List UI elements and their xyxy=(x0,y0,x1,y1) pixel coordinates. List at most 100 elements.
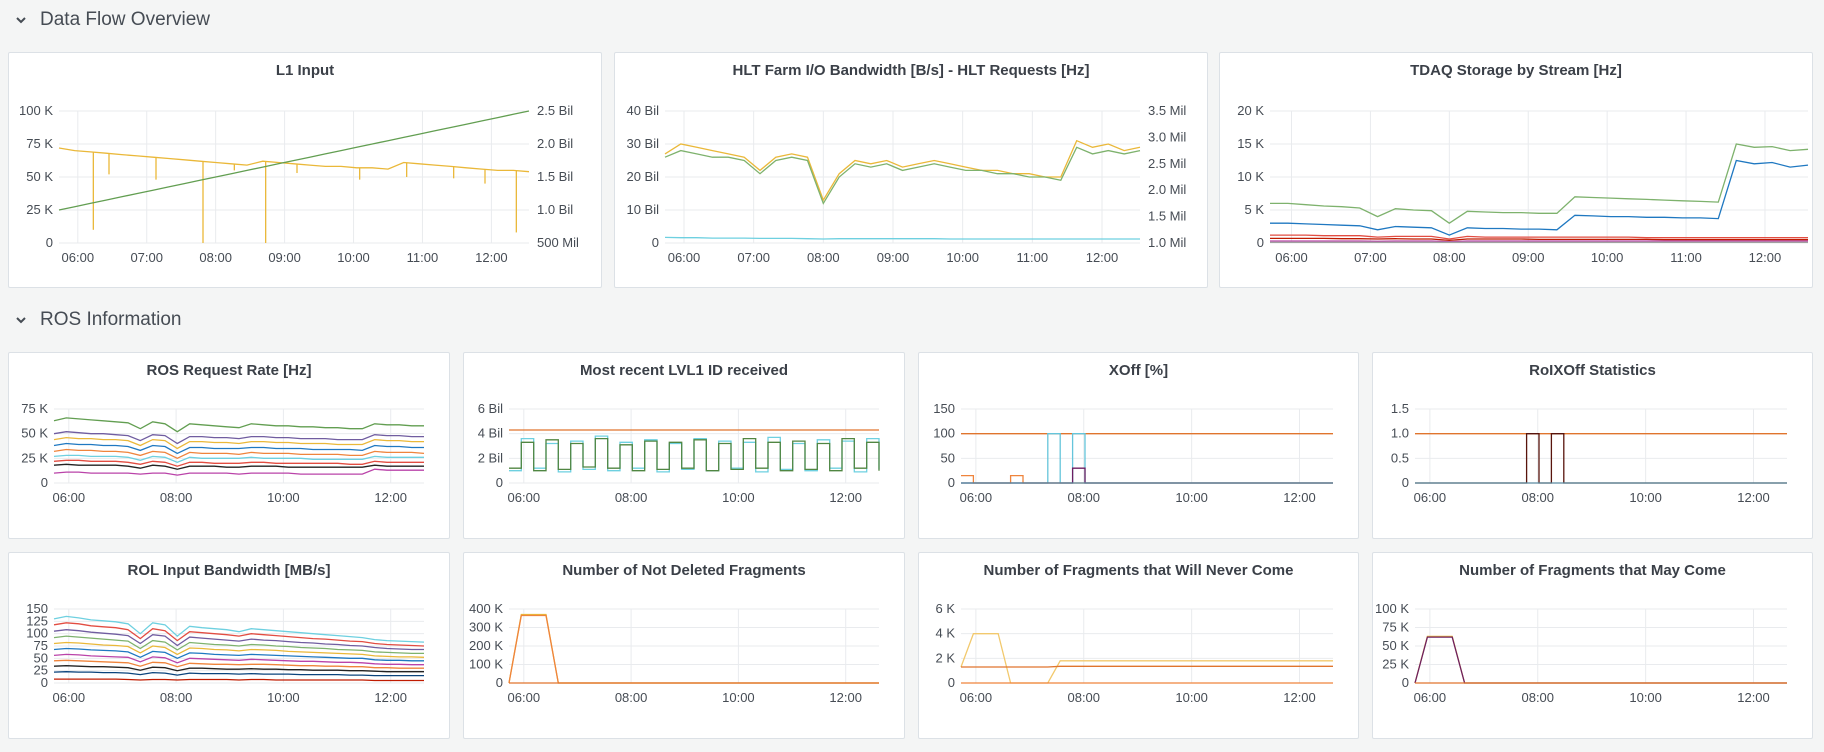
y-tick-label: 0 xyxy=(41,675,48,690)
series-line xyxy=(664,236,1140,240)
series-line xyxy=(53,442,424,455)
x-tick-label: 06:00 xyxy=(668,250,701,265)
y-tick-label: 15 K xyxy=(1237,136,1264,151)
x-tick-label: 10:00 xyxy=(1591,250,1624,265)
x-tick-label: 11:00 xyxy=(1670,250,1702,265)
panel-title[interactable]: ROS Request Rate [Hz] xyxy=(146,362,312,379)
y-tick-label: 0 xyxy=(948,475,955,490)
panel-title[interactable]: RoIXOff Statistics xyxy=(1529,362,1656,379)
y-tick-label: 2 Bil xyxy=(478,450,503,465)
y-tick-label: 0.5 xyxy=(1391,450,1409,465)
y-tick-label: 6 Bil xyxy=(478,401,503,416)
x-tick-label: 12:00 xyxy=(1737,690,1770,705)
y-tick-label: 50 K xyxy=(21,426,48,441)
series-line xyxy=(53,659,424,669)
panel-rol-input-bandwidth[interactable]: ROL Input Bandwidth [MB/s] 0 25 50 75 100 125… xyxy=(8,552,450,739)
y-tick-label: 0 xyxy=(1402,675,1409,690)
y-tick-label: 50 xyxy=(941,450,955,465)
x-tick-label: 10:00 xyxy=(1175,490,1208,505)
y-tick-label: 0 xyxy=(948,675,955,690)
x-tick-label: 12:00 xyxy=(374,690,407,705)
x-tick-label: 10:00 xyxy=(1629,690,1662,705)
row-header-data-flow[interactable]: Data Flow Overview xyxy=(14,6,210,34)
panel-title[interactable]: Number of Fragments that Will Never Come xyxy=(983,562,1294,579)
x-tick-label: 08:00 xyxy=(1521,490,1554,505)
y-tick-label: 25 K xyxy=(26,202,53,217)
x-tick-label: 08:00 xyxy=(1521,690,1554,705)
y2-tick-label: 2.0 Bil xyxy=(537,136,573,151)
series-line xyxy=(508,614,879,684)
series-line xyxy=(53,454,424,464)
panel-not-deleted-fragments[interactable]: Number of Not Deleted Fragments 0 100 K 20… xyxy=(463,552,905,739)
y-tick-label: 4 Bil xyxy=(478,426,503,441)
panel-ros-request-rate[interactable]: ROS Request Rate [Hz] 0 25 K 50 K 75 K 06:00… xyxy=(8,352,450,539)
series-line xyxy=(54,678,424,682)
y-tick-label: 40 Bil xyxy=(626,103,659,118)
x-tick-label: 12:00 xyxy=(1283,490,1316,505)
x-tick-label: 06:00 xyxy=(508,690,541,705)
y-tick-label: 100 K xyxy=(469,657,503,672)
panel-hlt-farm-io[interactable]: HLT Farm I/O Bandwidth [B/s] - HLT Reque… xyxy=(614,52,1208,288)
x-tick-label: 08:00 xyxy=(160,490,193,505)
panel-title[interactable]: Number of Not Deleted Fragments xyxy=(562,562,806,579)
x-tick-label: 08:00 xyxy=(1067,690,1100,705)
chevron-down-icon[interactable] xyxy=(14,13,28,27)
y-tick-label: 0 xyxy=(496,475,503,490)
y-tick-label: 150 xyxy=(26,601,48,616)
series-line xyxy=(53,653,424,666)
series-line xyxy=(53,671,424,677)
panel-title[interactable]: XOff [%] xyxy=(1108,362,1169,379)
x-tick-label: 12:00 xyxy=(475,250,508,265)
x-tick-label: 10:00 xyxy=(722,490,755,505)
x-tick-label: 08:00 xyxy=(615,490,648,505)
x-tick-label: 11:00 xyxy=(1017,250,1049,265)
x-tick-label: 12:00 xyxy=(1086,250,1119,265)
y-tick-label: 10 K xyxy=(1237,169,1264,184)
x-tick-label: 09:00 xyxy=(268,250,301,265)
series-line xyxy=(53,647,424,662)
series-line xyxy=(1270,159,1809,236)
y-tick-label: 4 K xyxy=(935,626,955,641)
panel-title[interactable]: Number of Fragments that May Come xyxy=(1459,562,1726,579)
chart-hlt-farm-io: 0 10 Bil 20 Bil 30 Bil 40 Bil 1.0 Mil 1.5 Mil 2… xyxy=(626,103,1186,265)
panel-tdaq-storage[interactable]: TDAQ Storage by Stream [Hz] 0 5 K 10 K 15 K… xyxy=(1219,52,1813,288)
panel-title[interactable]: HLT Farm I/O Bandwidth [B/s] - HLT Reque… xyxy=(732,62,1090,79)
x-tick-label: 06:00 xyxy=(53,690,86,705)
row-header-ros-information[interactable]: ROS Information xyxy=(14,306,182,334)
panel-roixoff-statistics[interactable]: RoIXOff Statistics 0 0.5 1.0 1.5 06:00 08:00 1… xyxy=(1372,352,1813,539)
series-line xyxy=(58,110,530,211)
panel-title[interactable]: TDAQ Storage by Stream [Hz] xyxy=(1410,62,1622,79)
row-title: Data Flow Overview xyxy=(40,9,210,30)
series-line xyxy=(53,468,424,476)
panel-lvl1-id[interactable]: Most recent LVL1 ID received 0 2 Bil 4 Bil… xyxy=(463,352,905,539)
panel-fragments-may-come[interactable]: Number of Fragments that May Come 0 25 K 5… xyxy=(1372,552,1813,739)
y-tick-label: 0 xyxy=(496,675,503,690)
panel-l1-input[interactable]: L1 Input 0 25 K 50 K 75 K 100 K 500 Mil 1.0 Bi… xyxy=(8,52,602,288)
series-line xyxy=(53,622,425,647)
x-tick-label: 12:00 xyxy=(1737,490,1770,505)
y-tick-label: 0 xyxy=(652,235,659,250)
y2-tick-label: 500 Mil xyxy=(537,235,579,250)
y-tick-label: 75 K xyxy=(21,401,48,416)
x-tick-label: 06:00 xyxy=(1275,250,1308,265)
y-tick-label: 50 K xyxy=(1382,638,1409,653)
chevron-down-icon[interactable] xyxy=(14,313,28,327)
y-tick-label: 30 Bil xyxy=(626,136,659,151)
x-tick-label: 10:00 xyxy=(267,490,300,505)
series-line xyxy=(1270,237,1808,242)
y-tick-label: 300 K xyxy=(469,620,503,635)
panel-title[interactable]: Most recent LVL1 ID received xyxy=(579,362,789,379)
x-tick-label: 06:00 xyxy=(62,250,95,265)
series-line xyxy=(1270,234,1808,240)
x-tick-label: 08:00 xyxy=(1067,490,1100,505)
x-tick-label: 12:00 xyxy=(374,490,407,505)
y2-tick-label: 1.5 Mil xyxy=(1148,209,1186,224)
panel-xoff[interactable]: XOff [%] 0 50 100 150 06:00 08:00 10:00 12:00 xyxy=(918,352,1359,539)
chart-fragments-may-come: 0 25 K 50 K 75 K 100 K 06:00 08:00 10:00 12:00 xyxy=(1375,601,1787,705)
series-line xyxy=(961,665,1333,668)
y-tick-label: 25 xyxy=(34,663,48,678)
y-tick-label: 75 K xyxy=(1382,620,1409,635)
panel-title[interactable]: L1 Input xyxy=(275,62,335,79)
panel-fragments-never-come[interactable]: Number of Fragments that Will Never Come… xyxy=(918,552,1359,739)
panel-title[interactable]: ROL Input Bandwidth [MB/s] xyxy=(127,562,331,579)
